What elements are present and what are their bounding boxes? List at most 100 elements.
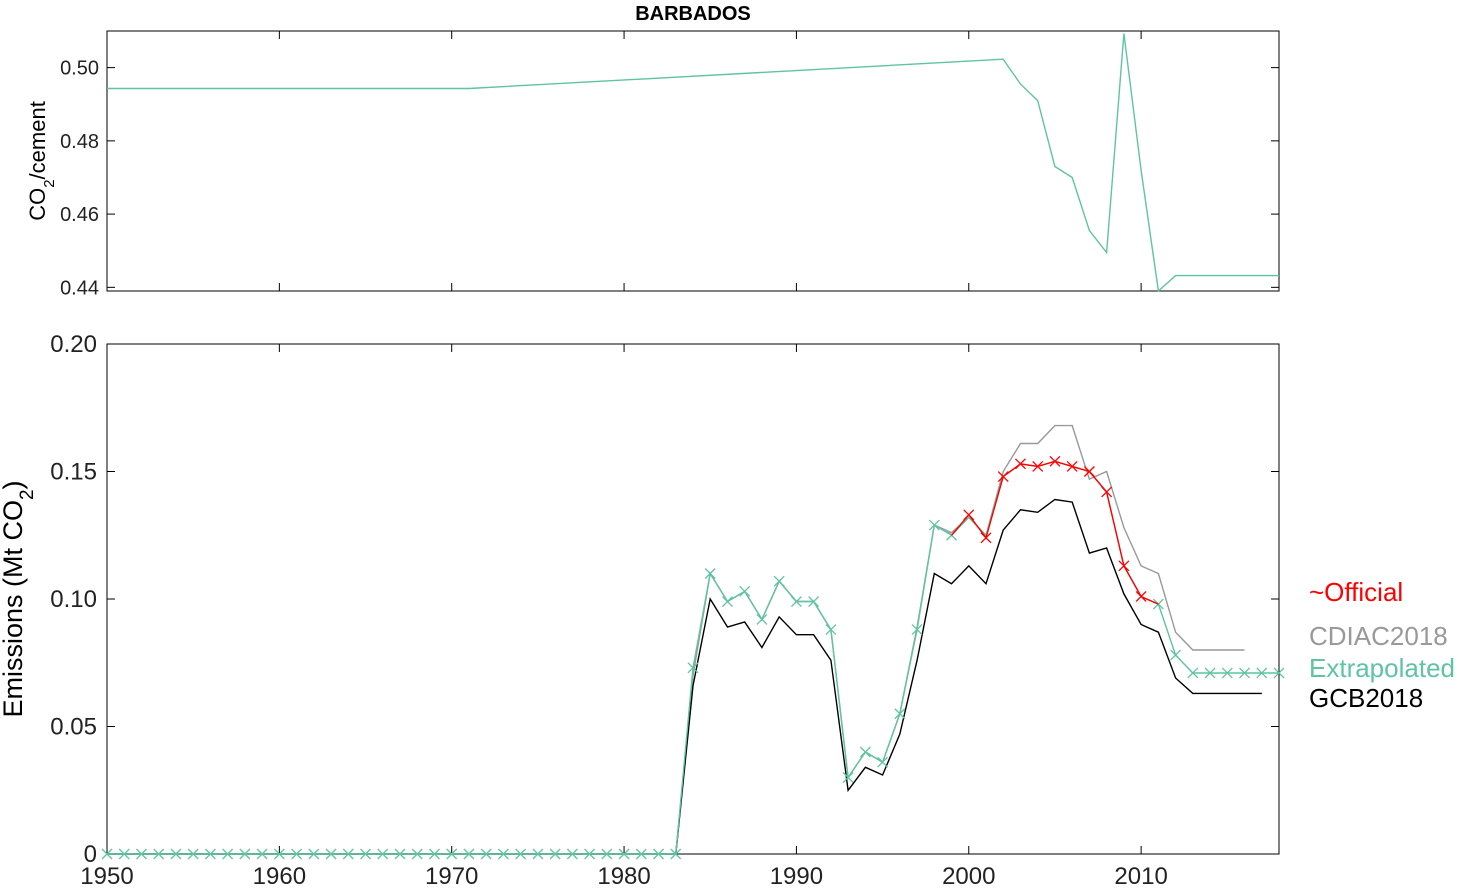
top-y-tick-label: 0.50 — [60, 58, 99, 80]
top-axes-box — [106, 30, 1280, 292]
marker-extrapolated — [325, 848, 337, 860]
marker-extrapolated — [825, 624, 837, 636]
x-tick-label: 2000 — [942, 863, 995, 890]
marker-official — [1083, 466, 1095, 477]
marker-extrapolated — [256, 848, 268, 860]
bottom-axes-box — [106, 343, 1280, 855]
marker-extrapolated — [532, 848, 544, 860]
top-ylabel-sub: 2 — [41, 179, 58, 187]
marker-extrapolated — [618, 848, 630, 860]
x-tick-label: 1950 — [80, 863, 133, 890]
marker-official — [1118, 560, 1130, 572]
marker-extrapolated — [894, 708, 906, 720]
marker-extrapolated — [480, 848, 492, 860]
top-y-tick-label: 0.48 — [60, 131, 99, 153]
marker-extrapolated — [1204, 667, 1216, 679]
marker-extrapolated — [118, 848, 130, 860]
bottom-y-axis-label: Emissions (Mt CO2) — [0, 480, 38, 717]
bottom-y-tick-label: 0.20 — [50, 331, 97, 358]
top-ylabel-part2: /cement — [25, 101, 50, 179]
bottom-y-tick-label: 0.10 — [50, 586, 97, 613]
marker-extrapolated — [1187, 667, 1199, 679]
marker-extrapolated — [653, 848, 664, 860]
marker-extrapolated — [411, 848, 423, 860]
marker-extrapolated — [153, 848, 165, 860]
top-y-tick-label: 0.44 — [60, 277, 99, 299]
marker-extrapolated — [808, 596, 820, 608]
marker-extrapolated — [687, 662, 699, 674]
marker-extrapolated — [360, 848, 371, 860]
series-line-official — [950, 460, 1159, 605]
marker-official — [1135, 590, 1147, 602]
top-panel: BARBADOS 0.44 0.46 0.48 0.50 CO2/cement — [25, 3, 1280, 299]
marker-extrapolated — [377, 848, 389, 860]
legend-entry-cdiac2018: CDIAC2018 — [1309, 621, 1448, 651]
bottom-y-tick-label: 0.05 — [50, 714, 97, 741]
top-series-group — [107, 33, 1279, 293]
bottom-y-tick-label: 0.15 — [50, 459, 97, 486]
marker-extrapolated — [790, 596, 802, 608]
marker-official — [1101, 486, 1113, 498]
marker-extrapolated — [204, 848, 216, 860]
marker-extrapolated — [773, 575, 785, 587]
bottom-axis-ticks: 1950 1960 1970 1980 1990 2000 2010 0 0.05 0.10 0.1… — [50, 331, 1279, 890]
marker-extrapolated — [928, 519, 940, 531]
marker-extrapolated — [756, 613, 768, 625]
marker-extrapolated — [670, 848, 682, 860]
marker-official — [963, 509, 975, 521]
marker-extrapolated — [463, 848, 475, 860]
marker-extrapolated — [1221, 667, 1233, 679]
marker-extrapolated — [497, 848, 509, 860]
marker-extrapolated — [394, 848, 406, 860]
marker-extrapolated — [342, 848, 354, 860]
top-y-tick-label: 0.46 — [60, 204, 99, 226]
marker-extrapolated — [1256, 667, 1268, 679]
marker-extrapolated — [515, 848, 527, 860]
series-line-extrapolated — [107, 460, 1279, 855]
marker-extrapolated — [722, 596, 733, 608]
marker-extrapolated — [273, 848, 285, 860]
bottom-y-tick-label: 0 — [84, 841, 97, 868]
marker-extrapolated — [1170, 649, 1182, 661]
marker-extrapolated — [1273, 667, 1285, 679]
bottom-ylabel-sub: 2 — [17, 489, 38, 500]
marker-official — [1066, 460, 1078, 472]
marker-extrapolated — [187, 848, 199, 860]
marker-extrapolated — [635, 848, 647, 860]
marker-extrapolated — [601, 848, 613, 860]
top-y-axis-label: CO2/cement — [25, 101, 58, 221]
marker-extrapolated — [101, 848, 113, 860]
bottom-panel: 1950 1960 1970 1980 1990 2000 2010 0 0.05 0.10 0.1… — [0, 331, 1285, 890]
marker-extrapolated — [584, 848, 596, 860]
marker-extrapolated — [429, 848, 440, 860]
top-ylabel-part1: CO — [25, 188, 50, 221]
legend-entry-official: ~Official — [1309, 577, 1403, 607]
marker-extrapolated — [136, 848, 147, 860]
marker-extrapolated — [877, 756, 889, 768]
marker-extrapolated — [859, 746, 871, 758]
marker-extrapolated — [911, 624, 923, 636]
x-tick-label: 1970 — [425, 863, 478, 890]
marker-extrapolated — [239, 848, 251, 860]
marker-extrapolated — [291, 848, 303, 860]
x-tick-label: 1960 — [253, 863, 306, 890]
marker-extrapolated — [549, 848, 561, 860]
legend-entry-gcb2018: GCB2018 — [1309, 683, 1423, 713]
bottom-series-group — [101, 424, 1285, 860]
top-axis-ticks: 0.44 0.46 0.48 0.50 — [60, 31, 1279, 299]
marker-extrapolated — [446, 848, 458, 860]
marker-extrapolated — [566, 848, 578, 860]
bottom-ylabel-part1: Emissions (Mt CO — [0, 500, 28, 718]
marker-extrapolated — [704, 568, 716, 579]
marker-official — [997, 471, 1009, 483]
x-tick-label: 1990 — [770, 863, 823, 890]
marker-extrapolated — [842, 772, 854, 783]
marker-official — [1032, 460, 1044, 472]
marker-extrapolated — [170, 848, 182, 860]
legend-entry-extrapolated: Extrapolated — [1309, 653, 1455, 683]
marker-official — [980, 532, 992, 544]
marker-official — [1049, 455, 1061, 467]
series-line-gcb2018 — [107, 498, 1262, 855]
